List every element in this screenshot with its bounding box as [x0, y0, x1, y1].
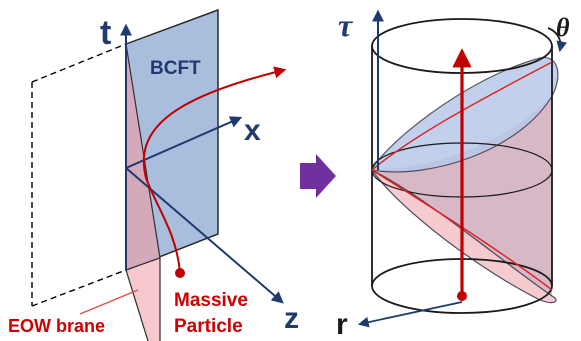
axis-z-label: z: [284, 302, 299, 335]
x-axis: [125, 116, 243, 169]
axis-r-label: r: [336, 308, 348, 341]
eow-brane-label: EOW brane: [8, 316, 105, 336]
right-diagram: [357, 9, 567, 328]
axis-theta-label: θ: [556, 13, 570, 42]
massive-label-line1: Massive: [174, 290, 248, 311]
left-diagram: [31, 8, 287, 341]
eow-brane-pointer: [79, 289, 139, 315]
axis-t-label: t: [100, 14, 111, 52]
massive-particle-trajectory: [142, 66, 287, 273]
eow-brane-lower: [126, 258, 160, 341]
dashed-plane-outline: [31, 43, 127, 307]
massive-label-line2: Particle: [174, 316, 243, 337]
cylinder-particle-dot: [457, 291, 467, 301]
theta-rotation-arrow: [547, 27, 567, 53]
r-axis: [357, 301, 463, 328]
axis-x-label: x: [244, 114, 261, 147]
massive-particle-dot: [175, 268, 185, 278]
bcft-slice-disk: [371, 57, 559, 173]
right-arrow-icon: [300, 154, 336, 198]
bcft-label: BCFT: [150, 58, 201, 79]
axis-tau-label: τ: [338, 7, 354, 43]
